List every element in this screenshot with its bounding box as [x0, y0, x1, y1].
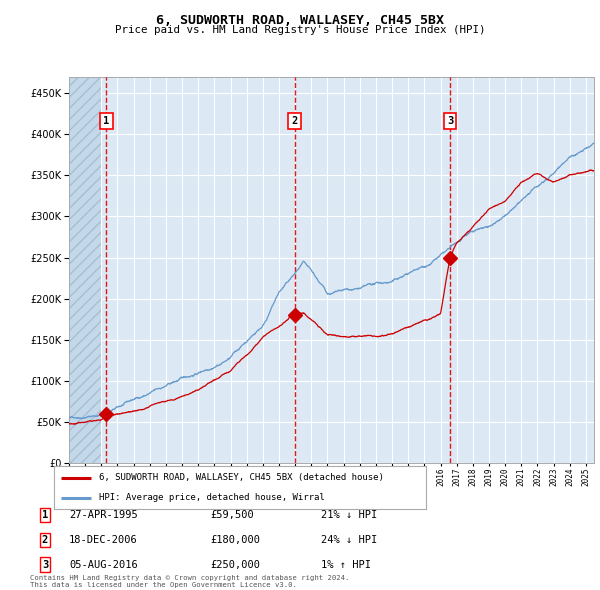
- Text: £250,000: £250,000: [210, 560, 260, 569]
- Text: 1% ↑ HPI: 1% ↑ HPI: [321, 560, 371, 569]
- Text: 6, SUDWORTH ROAD, WALLASEY, CH45 5BX: 6, SUDWORTH ROAD, WALLASEY, CH45 5BX: [156, 14, 444, 27]
- Text: HPI: Average price, detached house, Wirral: HPI: Average price, detached house, Wirr…: [98, 493, 325, 503]
- Text: 2: 2: [42, 535, 48, 545]
- Text: £59,500: £59,500: [210, 510, 254, 520]
- Bar: [69, 77, 101, 463]
- Text: 21% ↓ HPI: 21% ↓ HPI: [321, 510, 377, 520]
- Text: 24% ↓ HPI: 24% ↓ HPI: [321, 535, 377, 545]
- Text: 2: 2: [292, 116, 298, 126]
- Text: Contains HM Land Registry data © Crown copyright and database right 2024.
This d: Contains HM Land Registry data © Crown c…: [30, 575, 349, 588]
- Text: 18-DEC-2006: 18-DEC-2006: [69, 535, 138, 545]
- Text: 1: 1: [103, 116, 110, 126]
- Text: 27-APR-1995: 27-APR-1995: [69, 510, 138, 520]
- Text: 05-AUG-2016: 05-AUG-2016: [69, 560, 138, 569]
- Text: 3: 3: [42, 560, 48, 569]
- Text: 3: 3: [447, 116, 453, 126]
- Text: £180,000: £180,000: [210, 535, 260, 545]
- Text: 1: 1: [42, 510, 48, 520]
- Text: 6, SUDWORTH ROAD, WALLASEY, CH45 5BX (detached house): 6, SUDWORTH ROAD, WALLASEY, CH45 5BX (de…: [98, 473, 383, 482]
- Text: Price paid vs. HM Land Registry's House Price Index (HPI): Price paid vs. HM Land Registry's House …: [115, 25, 485, 35]
